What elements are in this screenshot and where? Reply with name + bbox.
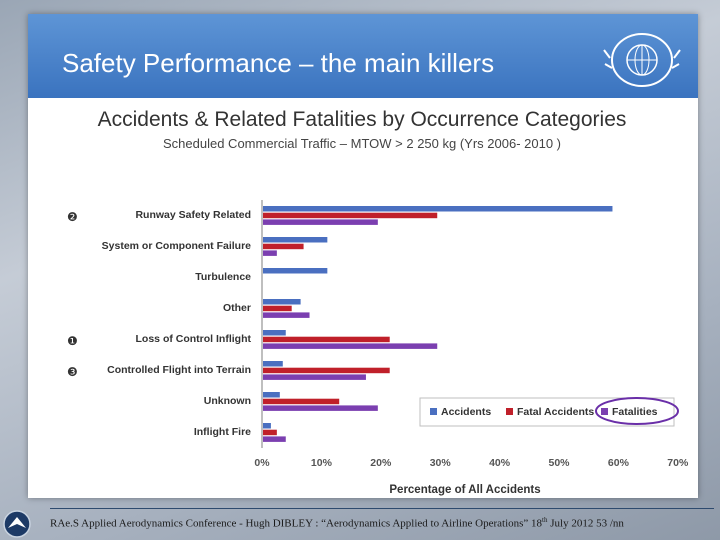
x-tick-label: 10% xyxy=(311,457,333,469)
rank-marker: ❶ xyxy=(67,334,78,348)
bar xyxy=(263,250,277,256)
chart-subtitle: Scheduled Commercial Traffic – MTOW > 2 … xyxy=(163,136,561,151)
bar xyxy=(263,219,378,225)
x-tick-label: 0% xyxy=(254,457,270,469)
legend-label: Accidents xyxy=(441,406,491,418)
bar-chart: Accidents & Related Fatalities by Occurr… xyxy=(67,108,689,496)
bar xyxy=(263,336,390,343)
category-label: Turbulence xyxy=(195,271,251,283)
category-label: Runway Safety Related xyxy=(135,209,251,221)
bar xyxy=(263,423,271,429)
legend-label: Fatalities xyxy=(612,406,658,418)
category-label: Inflight Fire xyxy=(194,426,251,438)
category-label: Loss of Control Inflight xyxy=(136,333,252,345)
bar xyxy=(263,237,328,243)
legend-label: Fatal Accidents xyxy=(517,406,594,418)
icao-emblem-icon xyxy=(603,33,681,87)
highlight-ellipse xyxy=(595,397,679,425)
x-tick-label: 50% xyxy=(548,457,570,469)
bar xyxy=(263,392,280,398)
bar xyxy=(263,374,366,380)
slide: Safety Performance – the main killers xyxy=(28,14,698,498)
bar xyxy=(263,429,277,436)
bar xyxy=(263,243,304,250)
bar xyxy=(263,206,613,212)
chart-title: Accidents & Related Fatalities by Occurr… xyxy=(98,108,627,131)
x-tick-label: 30% xyxy=(430,457,452,469)
bar xyxy=(263,405,378,411)
slide-header: Safety Performance – the main killers xyxy=(28,14,698,98)
x-tick-label: 60% xyxy=(608,457,630,469)
footer-caption: RAe.S Applied Aerodynamics Conference - … xyxy=(50,516,624,530)
raes-logo-icon xyxy=(3,510,31,538)
bar xyxy=(263,361,283,367)
bar xyxy=(263,312,310,318)
slide-title: Safety Performance – the main killers xyxy=(62,48,495,78)
bar xyxy=(263,268,328,274)
bar xyxy=(263,212,438,219)
category-label: System or Component Failure xyxy=(102,240,252,252)
category-label: Controlled Flight into Terrain xyxy=(107,364,251,376)
x-axis-label: Percentage of All Accidents xyxy=(389,484,540,496)
legend-swatch xyxy=(430,408,437,415)
bar xyxy=(263,330,286,336)
category-label: Other xyxy=(223,302,251,314)
legend-box xyxy=(419,397,675,427)
footer-text-sup: th xyxy=(542,516,548,524)
category-label: Unknown xyxy=(204,395,251,407)
bar xyxy=(263,299,301,305)
bar xyxy=(263,398,340,405)
legend-swatch xyxy=(601,408,608,415)
footer-divider xyxy=(50,508,714,509)
rank-marker: ❸ xyxy=(67,365,78,379)
legend-swatch xyxy=(506,408,513,415)
x-tick-label: 20% xyxy=(370,457,392,469)
footer-text-date: July 2012 53 /nn xyxy=(547,517,624,530)
bar xyxy=(263,305,292,312)
x-tick-label: 70% xyxy=(667,457,689,469)
bar xyxy=(263,343,438,349)
x-tick-label: 40% xyxy=(489,457,511,469)
bar xyxy=(263,367,390,374)
footer-text-main: RAe.S Applied Aerodynamics Conference - … xyxy=(50,517,543,530)
rank-marker: ❷ xyxy=(67,210,78,224)
bar xyxy=(263,436,286,442)
